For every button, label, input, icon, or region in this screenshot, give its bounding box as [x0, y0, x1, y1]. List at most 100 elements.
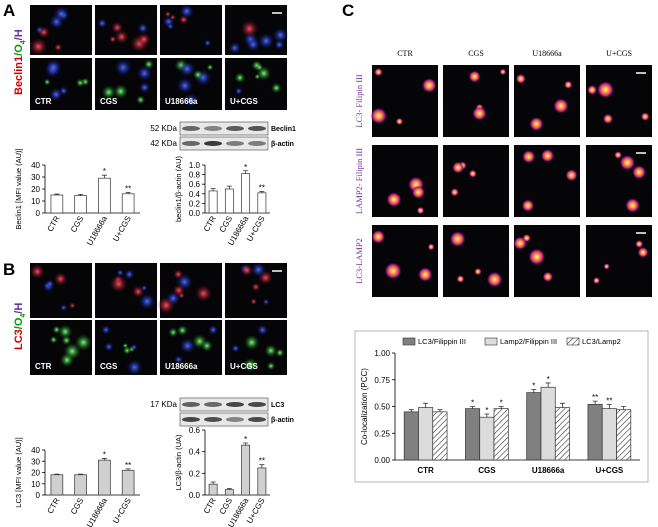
cell — [75, 78, 85, 88]
bar — [74, 474, 87, 496]
significance: * — [532, 381, 535, 390]
cell — [241, 264, 253, 277]
cell — [60, 304, 68, 312]
image-label: CGS — [100, 362, 118, 371]
cell — [486, 271, 503, 288]
y-axis-label: Beclin1 [MFI value (AU)] — [14, 148, 23, 229]
error-bar — [54, 473, 60, 475]
bar — [554, 407, 570, 461]
blot-signal — [182, 141, 200, 146]
image-label: U+CGS — [230, 362, 258, 371]
significance: * — [500, 399, 503, 408]
error-bar — [125, 191, 131, 194]
y-axis-label: LC3 [MFI value (AU)] — [14, 437, 23, 507]
bar — [241, 173, 251, 214]
cell — [138, 292, 156, 310]
band-label: β-actin — [271, 141, 294, 148]
y-tick-label: 0.0 — [189, 491, 201, 500]
y-tick-label: 30 — [31, 457, 40, 466]
band-label: Beclin1 — [271, 126, 296, 133]
cell — [228, 41, 242, 55]
cell — [206, 63, 214, 71]
cell — [565, 169, 578, 182]
significance: ** — [592, 393, 598, 402]
cell — [632, 165, 647, 180]
stain-part: /O — [13, 317, 25, 329]
stain-part: /H — [13, 29, 25, 40]
x-tick-label: CGS — [69, 215, 85, 235]
error-bar — [101, 174, 107, 179]
cell — [240, 19, 259, 38]
cell — [136, 65, 153, 82]
significance: * — [547, 375, 550, 384]
error-bar — [559, 402, 565, 408]
significance: * — [103, 450, 106, 459]
legend-swatch — [566, 337, 580, 346]
error-bar — [484, 413, 490, 418]
stain-part: /O — [13, 44, 25, 56]
x-tick-label: CGS — [69, 497, 85, 517]
y-tick-label: 0.6 — [189, 426, 201, 435]
cell — [44, 58, 63, 76]
cell — [29, 264, 45, 280]
cell — [53, 272, 68, 286]
cell — [176, 77, 194, 95]
cell — [130, 343, 138, 351]
bar — [224, 489, 234, 496]
bar — [98, 177, 111, 214]
bar — [241, 444, 251, 496]
cell — [262, 298, 270, 306]
panel-label: C — [342, 1, 354, 20]
cell — [640, 112, 650, 121]
cell — [593, 277, 600, 284]
x-tick-label: U+CGS — [595, 466, 623, 475]
blot-signal — [182, 126, 200, 131]
micrograph — [443, 145, 509, 217]
image-label: CGS — [100, 97, 118, 106]
x-tick-label: CTR — [417, 466, 434, 475]
error-bar — [101, 458, 107, 461]
cell — [48, 14, 65, 30]
cell — [137, 22, 149, 34]
y-tick-label: 0 — [36, 209, 41, 218]
error-bar — [498, 406, 504, 409]
column-label: U+CGS — [606, 49, 632, 58]
bar — [50, 474, 64, 496]
error-bar — [592, 400, 598, 405]
image-label: CTR — [35, 362, 52, 371]
bar — [257, 467, 267, 496]
blot-signal — [226, 141, 244, 146]
cell — [59, 352, 75, 368]
cell — [126, 359, 143, 376]
stain-part: 4 — [20, 314, 27, 318]
blot-signal — [226, 402, 244, 407]
chart: 0.00 0.25 0.50 0.75 1.00 Co-localization (PCC… — [354, 330, 649, 483]
cell — [468, 169, 477, 178]
cell — [243, 334, 260, 351]
cell — [625, 198, 640, 213]
cell — [255, 63, 264, 72]
cell — [192, 69, 204, 80]
y-tick-label: 0.0 — [189, 209, 201, 218]
x-tick-label: CTR — [202, 496, 218, 515]
kda-label: 17 KDa — [150, 400, 177, 409]
cell — [168, 327, 179, 338]
cell — [137, 32, 151, 47]
bar — [616, 409, 632, 461]
legend-label: LC3/Lamp2 — [582, 337, 621, 346]
cell — [195, 285, 213, 302]
cell — [234, 72, 246, 84]
x-tick-label: CGS — [478, 466, 496, 475]
cell — [374, 67, 383, 77]
x-tick-label: U+CGS — [111, 497, 133, 526]
cell — [416, 206, 425, 215]
cell — [203, 39, 212, 47]
blot-signal — [182, 417, 200, 422]
x-tick-label: U+CGS — [111, 215, 133, 244]
blot-signal — [204, 126, 222, 131]
cell — [384, 262, 402, 280]
y-tick-label: 0.4 — [189, 448, 201, 457]
cell — [136, 95, 146, 105]
legend-label: Lamp2/Filippin III — [500, 337, 557, 346]
